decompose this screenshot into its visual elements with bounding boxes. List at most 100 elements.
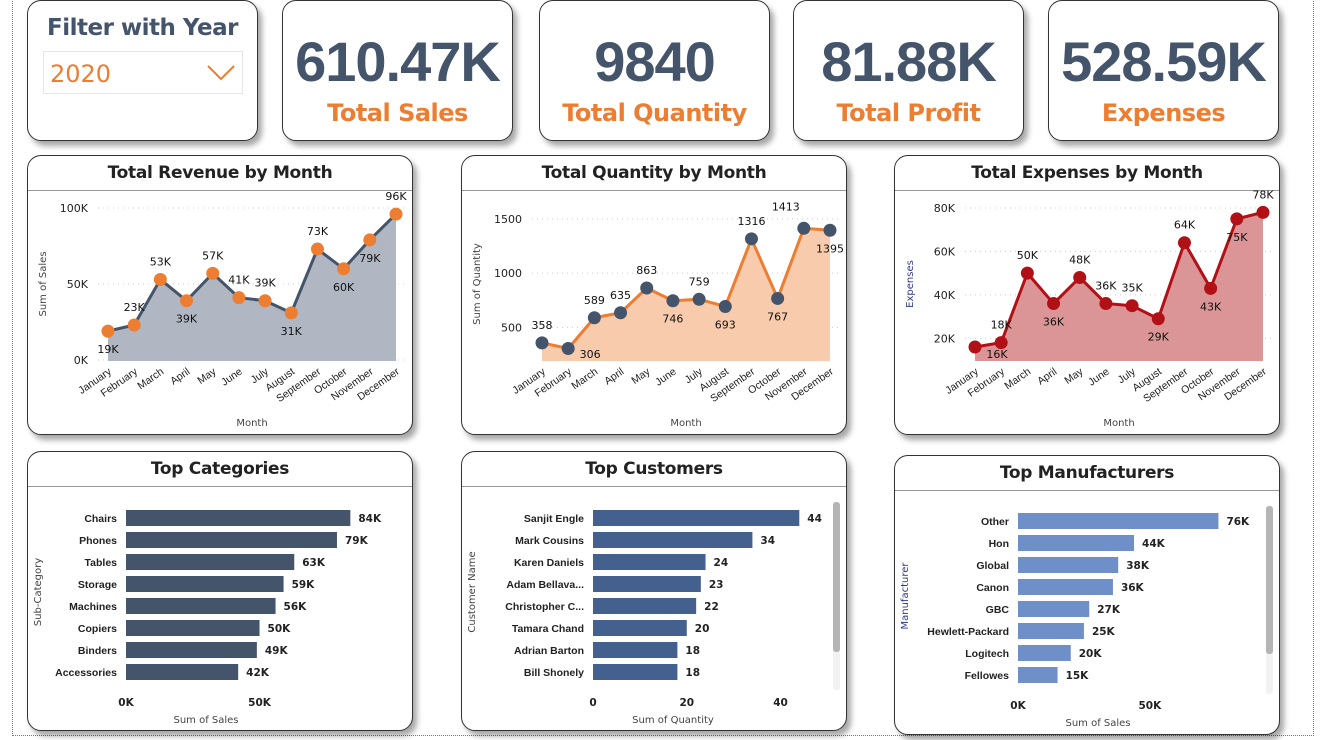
bar [593,554,706,570]
category-label: GBC [986,604,1010,616]
x-tick-label: May [1062,365,1086,387]
data-point [1256,205,1270,219]
series-line [974,210,1264,349]
data-label: 44K [1142,538,1166,550]
scrollbar-thumb[interactable] [1266,506,1273,654]
data-label: 693 [715,318,736,331]
data-point [101,324,115,338]
bar [1018,645,1071,661]
bar [1018,601,1090,617]
data-point [1099,297,1113,311]
data-label: 76K [1226,516,1250,528]
data-point [258,294,272,308]
y-tick-label: 20K [934,332,956,345]
scrollbar[interactable] [833,502,840,690]
data-label: 19K [97,343,119,356]
data-label: 20 [695,623,710,635]
category-label: Mark Cousins [515,535,584,547]
data-label: 1395 [816,242,844,255]
quantity-line-chart: 50010001500358January306February589March… [472,200,844,429]
x-axis-title: Sum of Sales [173,715,238,726]
y-axis-title: Customer Name [467,551,478,632]
x-tick-label: March [1002,366,1033,393]
x-tick-label: 0K [118,697,134,709]
data-label: 358 [532,319,553,332]
bar [1018,579,1113,595]
data-point [389,207,403,221]
kpi-label: Total Profit [836,99,981,127]
data-label: 41K [228,274,250,287]
category-label: Accessories [55,667,117,679]
data-point [337,262,351,276]
x-axis-title: Month [670,418,701,429]
data-point [310,242,324,256]
data-point [561,341,575,355]
top-categories-chart: Top Categories Chairs 84K Phones 79K Tables 6… [27,451,413,731]
bar [593,576,701,592]
data-label: 49K [265,645,289,657]
chart-title: Top Manufacturers [895,456,1279,491]
bar [593,598,697,614]
data-label: 38K [1126,560,1150,572]
data-label: 1316 [737,215,765,228]
bar [1018,535,1135,551]
category-label: Phones [79,535,117,547]
kpi-card-total-sales: 610.47K Total Sales [282,0,513,141]
chevron-down-icon [207,65,235,81]
data-point [363,233,377,247]
data-point [180,294,194,308]
category-label: Fellowes [965,670,1010,682]
data-label: 79K [345,535,369,547]
category-label: Christopher C... [505,601,584,613]
kpi-label: Total Quantity [562,99,747,127]
year-dropdown[interactable]: 2020 [43,51,243,94]
y-tick-label: 1500 [494,213,522,226]
data-point [232,291,246,305]
bar [1018,623,1084,639]
y-axis-title: Expenses [905,260,916,308]
data-point [614,306,628,320]
expenses-line-chart: 20K40K60K80K16KJanuary18KFebruary50KMarc… [905,188,1274,429]
data-label: 78K [1252,188,1274,201]
data-label: 53K [150,255,172,268]
x-tick-label: 50K [1139,700,1163,712]
x-axis-title: Month [1103,418,1134,429]
data-point [640,281,654,295]
year-filter-card: Filter with Year 2020 [27,0,258,141]
category-label: Canon [976,582,1009,594]
chart-title: Top Categories [28,452,412,487]
scrollbar-thumb[interactable] [833,502,840,652]
data-label: 35K [1121,282,1143,295]
data-label: 25K [1092,626,1116,638]
data-label: 759 [689,275,710,288]
scrollbar[interactable] [1266,506,1273,694]
x-tick-label: 50K [248,697,272,709]
bar [593,532,753,548]
category-label: Global [976,560,1009,572]
bar [593,664,678,680]
area-fill [542,228,830,361]
kpi-card-expenses: 528.59K Expenses [1048,0,1279,141]
bar [126,554,295,570]
x-tick-label: April [1035,366,1059,388]
y-tick-label: 0K [74,354,89,367]
kpi-label: Total Sales [327,99,468,127]
data-point [994,336,1008,350]
data-point [127,318,141,332]
data-point [718,299,732,313]
data-point [823,223,837,237]
expenses-by-month-chart: Total Expenses by Month 20K 40K 60K 80K 16K J… [894,155,1280,435]
data-point [797,221,811,235]
category-label: Tamara Chand [512,623,584,635]
data-label: 59K [292,579,316,591]
data-point [1204,281,1218,295]
data-point [692,292,706,306]
bar [126,642,257,658]
kpi-value: 9840 [594,30,716,93]
bar [1018,667,1058,683]
data-point [744,232,758,246]
x-tick-label: May [629,365,653,387]
bar [126,576,284,592]
data-point [1177,236,1191,250]
bar [126,510,351,526]
